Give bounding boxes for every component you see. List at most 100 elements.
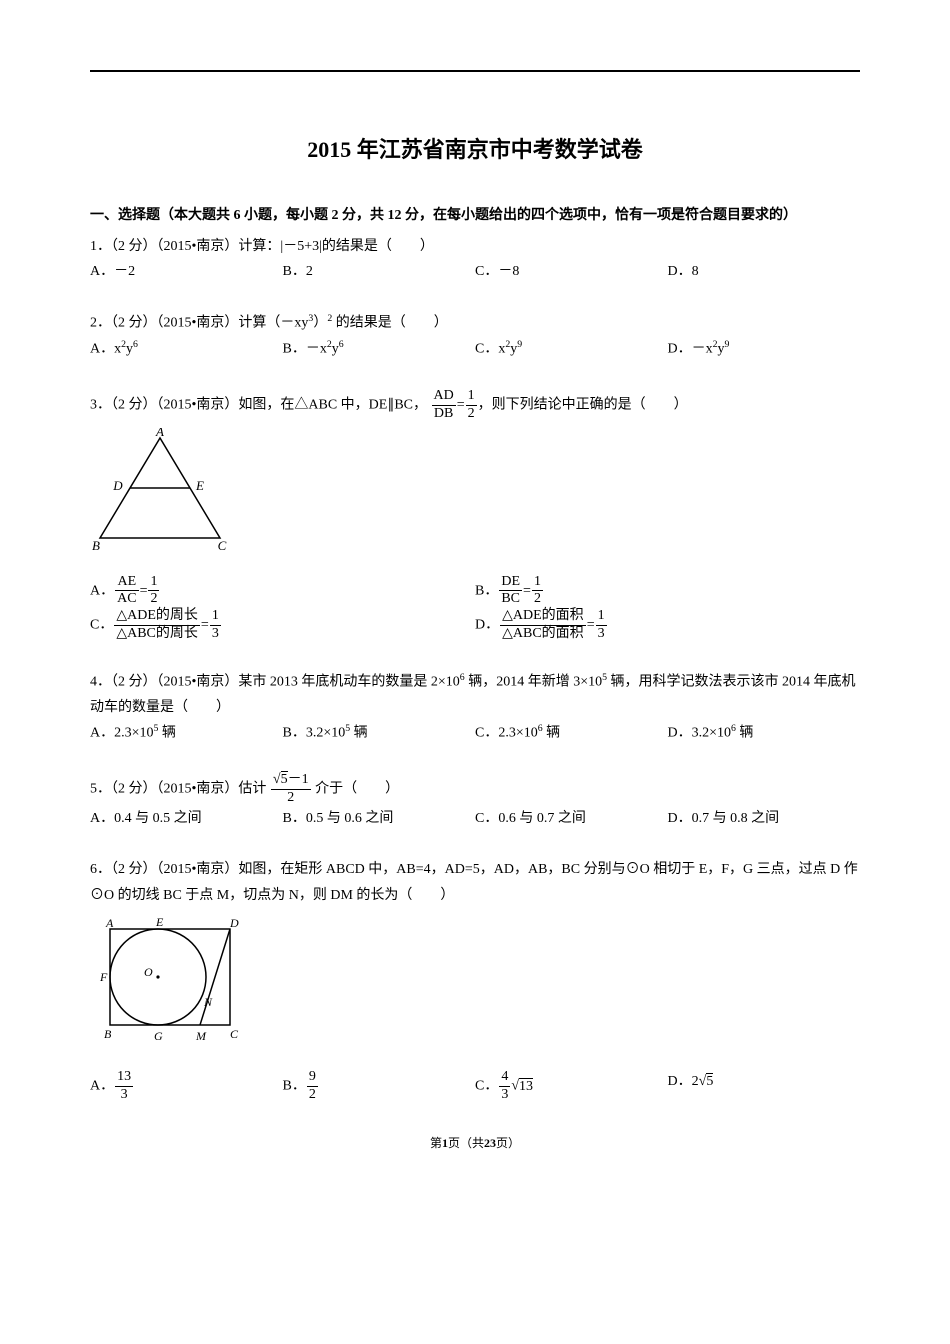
- q3-opt-b: B．DEBC=12: [475, 574, 860, 609]
- q5-stem: 5．（2 分）（2015•南京）估计 √5－1 2 介于（ ）: [90, 772, 860, 807]
- q3-f2n: 1: [466, 388, 477, 406]
- q2-d-e2: 9: [725, 339, 730, 350]
- q2-d-y: y: [718, 342, 725, 357]
- q6-lbl-F: F: [99, 970, 108, 984]
- q3-lbl-E: E: [195, 478, 204, 493]
- q6-b-f: 92: [307, 1069, 318, 1104]
- q5-rad: 5: [281, 771, 288, 787]
- q2-b-y: y: [332, 342, 339, 357]
- q3-stem-a: 3．（2 分）（2015•南京）如图，在△ABC 中，DE∥BC，: [90, 397, 427, 412]
- q5-den: 2: [271, 790, 311, 807]
- q3-c-f2: 13: [210, 608, 221, 643]
- q6-options: A．133 B．92 C．43√13 D．2√5: [90, 1069, 860, 1104]
- q3-c-f1: △ADE的周长△ABC的周长: [114, 608, 200, 643]
- q2-opt-d: D．－x2y9: [668, 336, 861, 362]
- q3-b-f2: 12: [532, 574, 543, 609]
- q6-a-n: 13: [115, 1069, 133, 1087]
- q3-d-f2: 13: [596, 608, 607, 643]
- q4-options: A．2.3×105 辆 B．3.2×105 辆 C．2.3×106 辆 D．3.…: [90, 720, 860, 746]
- q5-opt-b: B．0.5 与 0.6 之间: [283, 806, 476, 831]
- q6-opt-d: D．2√5: [668, 1069, 861, 1104]
- q6-c-n: 4: [499, 1069, 510, 1087]
- q5-options: A．0.4 与 0.5 之间 B．0.5 与 0.6 之间 C．0.6 与 0.…: [90, 806, 860, 831]
- q3-d-eq: =: [587, 618, 595, 633]
- q3-opt-a: A．AEAC=12: [90, 574, 475, 609]
- q3-b-d2: 2: [532, 591, 543, 608]
- q1-opt-b: B．2: [283, 259, 476, 284]
- q4-b-s: 辆: [350, 726, 368, 741]
- question-1: 1．（2 分）（2015•南京）计算：|－5+3|的结果是（ ） A．－2 B．…: [90, 234, 860, 284]
- q6-opt-a: A．133: [90, 1069, 283, 1104]
- q2-c-pre: C．x: [475, 342, 505, 357]
- q3-d-pre: D．: [475, 618, 499, 633]
- q6-lbl-B: B: [104, 1027, 112, 1041]
- q6-lbl-C: C: [230, 1027, 239, 1041]
- q3-b-d: BC: [499, 591, 522, 608]
- q3-a-d: AC: [115, 591, 138, 608]
- q3-lbl-B: B: [92, 538, 100, 553]
- question-3: 3．（2 分）（2015•南京）如图，在△ABC 中，DE∥BC， ADDB=1…: [90, 388, 860, 643]
- q1-opt-d: D．8: [668, 259, 861, 284]
- q5-sa: 5．（2 分）（2015•南京）估计: [90, 781, 266, 796]
- q6-c-f: 43: [499, 1069, 510, 1104]
- q2-b-pre: B．－x: [283, 342, 327, 357]
- q6-opt-c: C．43√13: [475, 1069, 668, 1104]
- q6-lbl-A: A: [105, 916, 114, 930]
- header-rule: [90, 70, 860, 72]
- q5-opt-c: C．0.6 与 0.7 之间: [475, 806, 668, 831]
- q3-b-eq: =: [523, 583, 531, 598]
- q3-lbl-C: C: [218, 538, 227, 553]
- q2-stem-a: 2．（2 分）（2015•南京）计算（－xy: [90, 316, 308, 331]
- q6-c-rt: √: [511, 1079, 519, 1094]
- q6-c-rad: 13: [519, 1078, 533, 1094]
- q3-eq: =: [457, 397, 465, 412]
- q2-opt-c: C．x2y9: [475, 336, 668, 362]
- q6-lbl-N: N: [203, 995, 213, 1009]
- q2-opt-b: B．－x2y6: [283, 336, 476, 362]
- page-title: 2015 年江苏省南京市中考数学试卷: [90, 132, 860, 164]
- q2-stem: 2．（2 分）（2015•南京）计算（－xy3）2 的结果是（ ）: [90, 310, 860, 336]
- q3-frac2: 12: [466, 388, 477, 423]
- q3-d-d2: 3: [596, 626, 607, 643]
- q6-d-rad: 5: [706, 1073, 713, 1089]
- q6-b-n: 9: [307, 1069, 318, 1087]
- question-6: 6．（2 分）（2015•南京）如图，在矩形 ABCD 中，AB=4，AD=5，…: [90, 857, 860, 1103]
- q3-f2d: 2: [466, 406, 477, 423]
- q2-a-y: y: [126, 342, 133, 357]
- q5-opt-d: D．0.7 与 0.8 之间: [668, 806, 861, 831]
- q3-options-row2: C．△ADE的周长△ABC的周长=13 D．△ADE的面积△ABC的面积=13: [90, 608, 860, 643]
- q6-lbl-O: O: [144, 965, 153, 979]
- ft-e: 页）: [496, 1136, 520, 1150]
- q2-stem-c: 的结果是（ ）: [332, 316, 448, 331]
- q5-opt-a: A．0.4 与 0.5 之间: [90, 806, 283, 831]
- q4-opt-b: B．3.2×105 辆: [283, 720, 476, 746]
- q4-a-s: 辆: [158, 726, 176, 741]
- q4-a-p: A．2.3×10: [90, 726, 154, 741]
- q3-options-row1: A．AEAC=12 B．DEBC=12: [90, 574, 860, 609]
- q3-c-d: △ABC的周长: [114, 626, 200, 643]
- q5-frac: √5－1 2: [271, 772, 311, 807]
- q3-c-n2: 1: [210, 608, 221, 626]
- q3-b-n2: 1: [532, 574, 543, 592]
- q4-d-p: D．3.2×10: [668, 726, 732, 741]
- q3-f1n: AD: [432, 388, 456, 406]
- triangle-diagram: A D E B C: [90, 428, 230, 558]
- q6-figure: A D B C E F G M N O: [90, 914, 860, 1063]
- ft-d: 23: [484, 1136, 496, 1150]
- q4-sb: 辆，2014 年新增 3×10: [465, 674, 602, 689]
- q3-d-f1: △ADE的面积△ABC的面积: [500, 608, 586, 643]
- q1-options: A．－2 B．2 C．－8 D．8: [90, 259, 860, 284]
- q2-c-e2: 9: [517, 339, 522, 350]
- q6-b-p: B．: [283, 1079, 306, 1094]
- q5-m1: －1: [288, 772, 309, 787]
- q6-b-d: 2: [307, 1087, 318, 1104]
- q3-stem-b: ，则下列结论中正确的是（ ）: [478, 397, 688, 412]
- q6-a-f: 133: [115, 1069, 133, 1104]
- q5-rt: √: [273, 772, 281, 787]
- q3-a-d2: 2: [148, 591, 159, 608]
- question-2: 2．（2 分）（2015•南京）计算（－xy3）2 的结果是（ ） A．x2y6…: [90, 310, 860, 362]
- q2-opt-a: A．x2y6: [90, 336, 283, 362]
- q3-b-pre: B．: [475, 583, 498, 598]
- q4-sa: 4．（2 分）（2015•南京）某市 2013 年底机动车的数量是 2×10: [90, 674, 460, 689]
- q1-opt-c: C．－8: [475, 259, 668, 284]
